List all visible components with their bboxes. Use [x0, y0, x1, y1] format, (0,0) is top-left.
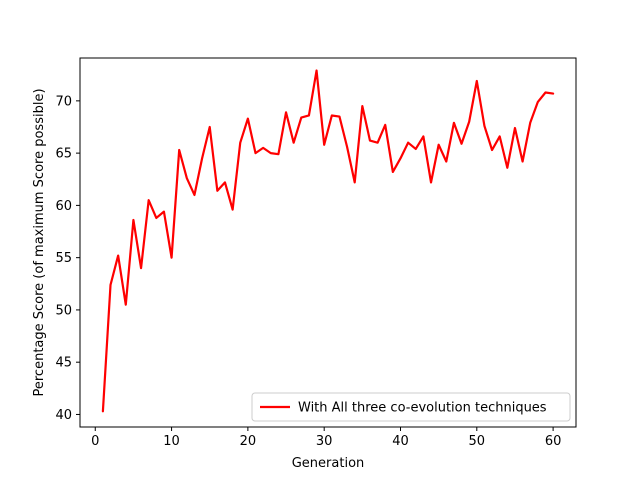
y-tick-label: 50: [55, 303, 72, 318]
y-tick-label: 70: [55, 94, 72, 109]
series-layer: [101, 69, 555, 413]
y-tick-label: 45: [55, 356, 72, 371]
y-axis-ticks: 40 45 50 55 60 65 70: [55, 94, 80, 423]
x-tick-label: 60: [545, 434, 562, 449]
series-line: [101, 69, 555, 413]
y-tick-label: 65: [55, 147, 72, 162]
x-axis-ticks: 0 10 20 30 40 50 60: [91, 427, 561, 449]
x-axis-label: Generation: [292, 456, 365, 471]
x-tick-label: 20: [240, 434, 257, 449]
y-axis-label: Percentage Score (of maximum Score possi…: [32, 88, 47, 396]
legend-box: [251, 392, 571, 422]
plot-frame: [79, 57, 577, 428]
y-tick-label: 55: [55, 251, 72, 266]
x-tick-label: 30: [316, 434, 333, 449]
legend: With All three co-evolution techniques: [251, 392, 571, 422]
x-tick-label: 40: [392, 434, 409, 449]
legend-label: With All three co-evolution techniques: [298, 401, 547, 416]
x-tick-label: 50: [469, 434, 486, 449]
x-tick-label: 0: [91, 434, 99, 449]
x-tick-label: 10: [163, 434, 180, 449]
y-tick-label: 60: [55, 199, 72, 214]
y-tick-label: 40: [55, 408, 72, 423]
